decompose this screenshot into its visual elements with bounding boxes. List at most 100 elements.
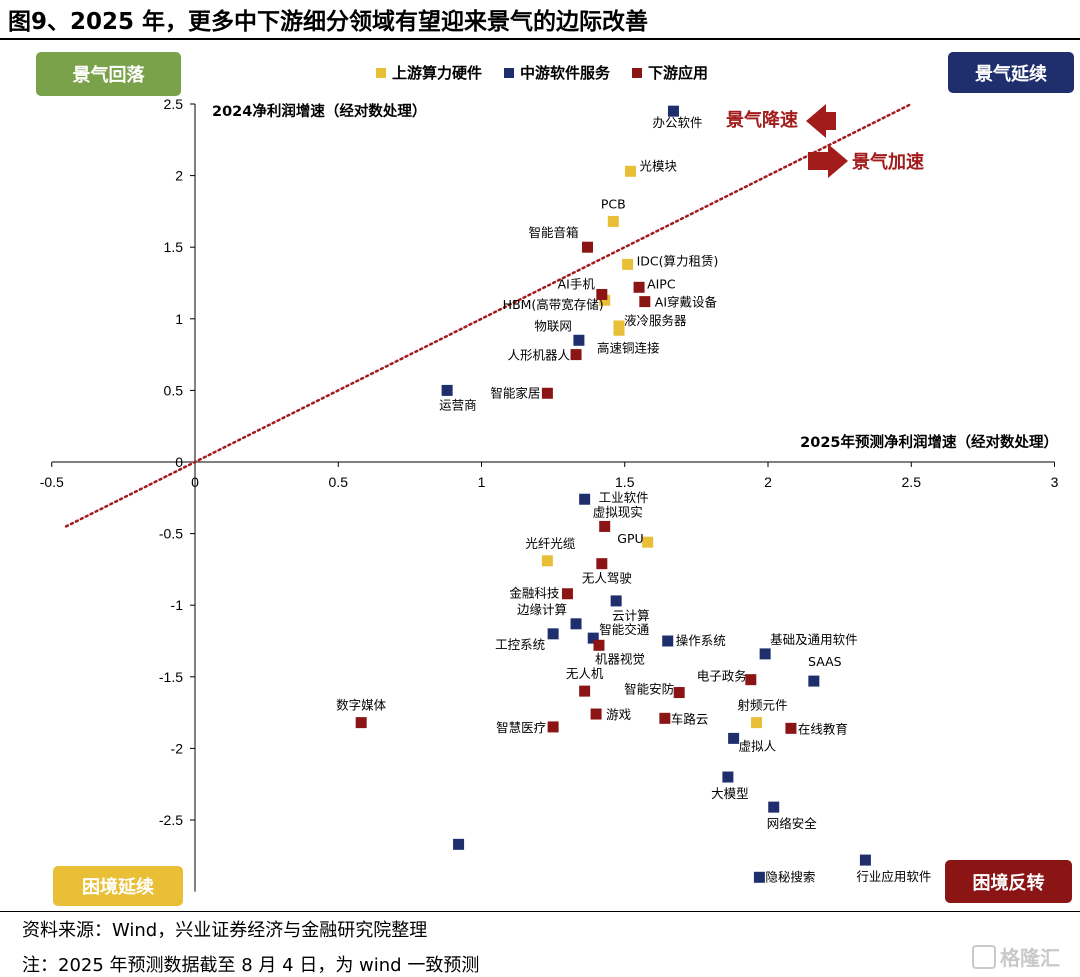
reference-line [64,102,913,528]
source-note: 资料来源：Wind，兴业证券经济与金融研究院整理 [22,920,428,941]
data-point-downstream [547,721,559,733]
data-point-label: 物联网 [534,318,572,333]
data-point-midstream [753,871,765,883]
data-point-midstream [587,632,599,644]
data-point-midstream [667,105,679,117]
data-point-label: GPU [617,531,643,546]
y-tick-label: -2.5 [159,812,183,828]
data-point-label: 虚拟现实 [593,504,643,519]
y-tick-label: 1.5 [164,239,184,255]
legend-item-upstream: 上游算力硬件 [376,62,482,83]
data-point-label: AI穿戴设备 [655,295,718,310]
data-point-label: 无人驾驶 [582,571,633,586]
data-note: 注：2025 年预测数据截至 8 月 4 日，为 wind 一致预测 [22,955,480,976]
data-point-downstream [785,722,797,734]
callouts-group: 景气降速 景气加速 [726,104,924,178]
speedup-arrow [808,144,848,178]
legend-item-midstream: 中游软件服务 [504,62,610,83]
data-point-label: 电子政务 [697,669,747,684]
y-tick-label: 2 [175,168,183,184]
title-divider [0,38,1080,40]
data-point-label: 光模块 [639,158,677,173]
data-point-label: 智能家居 [490,385,540,400]
legend-label: 中游软件服务 [520,64,611,82]
watermark-logo-icon [972,944,996,969]
data-point-label: 高速铜连接 [597,340,660,355]
data-point-downstream [579,685,591,697]
data-point-downstream [593,639,605,651]
data-point-label: IDC(算力租赁) [637,253,719,268]
data-point-label: 射频元件 [738,698,788,713]
data-point-label: 智能安防 [624,682,674,697]
data-point-upstream [599,294,611,306]
y-tick-label: -2 [171,740,184,756]
data-point-upstream [642,536,654,548]
legend-label: 上游算力硬件 [392,64,483,82]
quadrant-label-bottom-left: 困境延续 [53,866,183,906]
data-point-label: 液冷服务器 [624,313,687,328]
data-point-label: PCB [601,196,626,211]
x-tick-label: 2.5 [902,474,922,490]
data-point-downstream [659,712,671,724]
watermark: 格隆汇 [972,942,1060,971]
data-point-label: 在线教育 [798,721,848,736]
figure-title: 图9、2025 年，更多中下游细分领域有望迎来景气的边际改善 [8,9,649,35]
y-tick-label: 0 [175,454,183,470]
legend-swatch [632,67,643,78]
y-tick-label: -0.5 [159,526,183,542]
data-point-label: 光纤光缆 [525,536,576,551]
data-point-midstream [579,493,591,505]
data-point-label: 基础及通用软件 [770,632,858,647]
y-tick-label: -1.5 [159,669,183,685]
data-point-downstream [355,717,367,729]
axes-group: -0.5 0 0.5 1 1.5 2 2.5 3 2.5 2 1.5 1 0.5 0 -0.5 -1 -1.5 -… [40,96,1059,892]
data-point-label: 工控系统 [495,637,545,652]
quadrant-label-top-left: 景气回落 [36,52,181,96]
y-axis-title: 2024净利润增速（经对数处理） [212,102,426,120]
data-point-label: AIPC [647,276,676,291]
y-tick-label: -1 [171,597,184,613]
data-point-label: AI手机 [558,276,596,291]
data-point-label: 大模型 [711,786,749,801]
legend-swatch [376,67,386,78]
data-point-midstream [573,334,585,346]
data-point-label: 云计算 [612,608,650,623]
data-point-midstream [570,618,582,630]
x-tick-label: 2 [764,474,772,490]
data-point-label: 操作系统 [676,633,726,648]
data-point-label: 智能交通 [599,622,650,637]
data-point-upstream [624,165,636,177]
watermark-text: 格隆汇 [1000,946,1060,970]
data-point-label: 机器视觉 [595,651,645,666]
scatter-chart: -0.5 0 0.5 1 1.5 2 2.5 3 2.5 2 1.5 1 0.5 0 -0.5 -1 -1.5 -… [40,96,1059,892]
y-tick-label: 1 [175,311,183,327]
x-tick-label: 1 [478,474,486,490]
data-point-label: 边缘计算 [517,602,567,617]
y-tick-label: 2.5 [164,96,184,112]
data-point-downstream [745,674,757,686]
data-point-midstream [722,771,734,783]
data-point-label: 游戏 [606,707,631,722]
x-tick-label: 0.5 [329,474,349,490]
data-point-midstream [547,628,559,640]
data-point-label: 工业软件 [599,490,649,505]
reference-line-group [64,102,913,528]
data-point-midstream [768,801,780,813]
data-point-label: 智能音箱 [528,225,578,240]
quadrant-label-bottom-right: 困境反转 [945,860,1072,903]
quadrant-label-top-right: 景气延续 [948,52,1074,93]
data-point-upstream [751,717,763,729]
data-point-label: SAAS [808,654,842,669]
x-axis-title: 2025年预测净利润增速（经对数处理） [800,433,1058,451]
data-point-midstream [728,732,740,744]
data-point-label: 智慧医疗 [496,720,546,735]
data-point-upstream [622,258,634,270]
x-tick-label: 1.5 [615,474,635,490]
data-point-downstream [596,558,608,570]
data-point-label: 办公软件 [652,115,702,130]
legend: 上游算力硬件 中游软件服务 下游应用 [376,62,708,83]
data-point-label: HBM(高带宽存储) [503,297,604,312]
y-tick-label: 0.5 [164,382,184,398]
data-point-midstream [808,675,820,687]
